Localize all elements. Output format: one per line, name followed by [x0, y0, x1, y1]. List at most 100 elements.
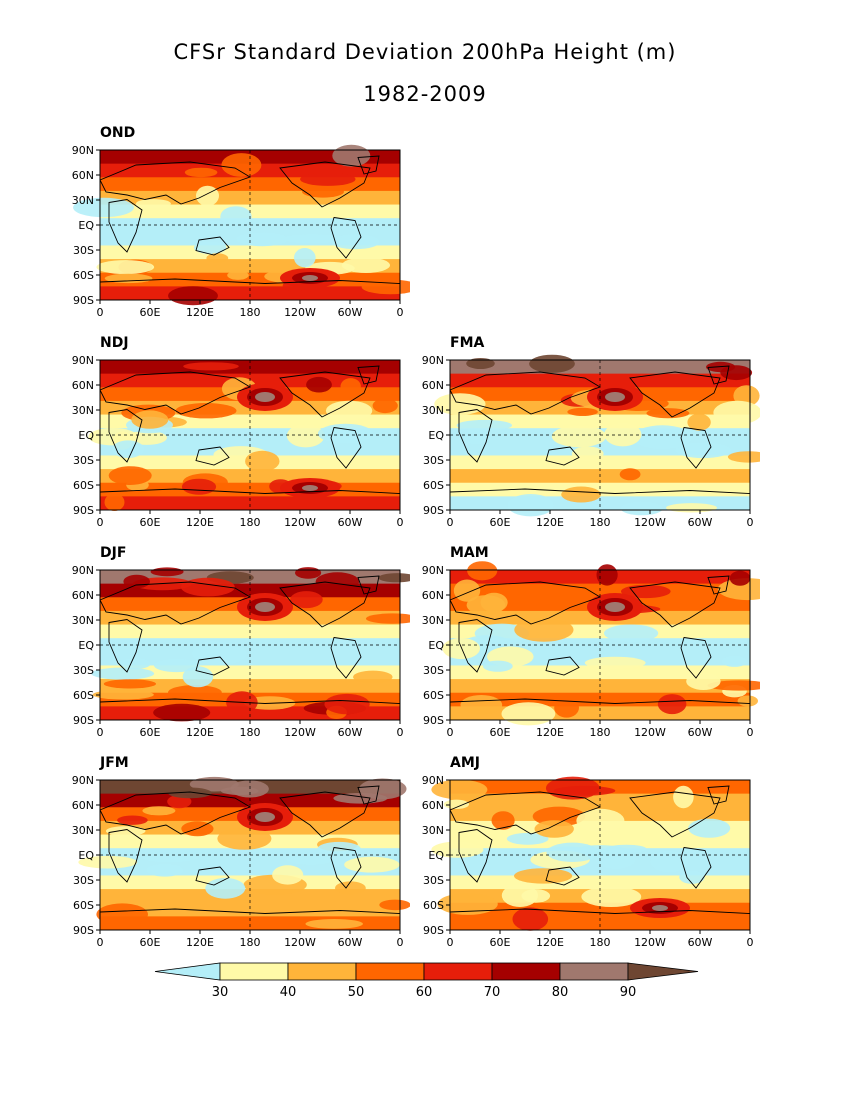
lon-tick-label: 0 — [747, 726, 754, 739]
field-patch — [576, 808, 625, 833]
field-patch — [437, 893, 498, 915]
field-patch — [198, 640, 226, 656]
panel-djf: DJF 90N 60N 30N EQ 30S 60S 90S 0 60E 120E 180 120W 60… — [40, 545, 419, 745]
lat-tick-label: 60S — [423, 689, 444, 702]
coastline — [449, 791, 602, 835]
lon-tick-label: 0 — [447, 726, 454, 739]
field-patch — [117, 815, 148, 825]
field-patch — [96, 260, 155, 275]
lon-tick-label: 0 — [97, 936, 104, 949]
lon-tick-label: 120W — [284, 936, 316, 949]
field-patch — [506, 832, 549, 845]
lat-tick-label: 30N — [72, 614, 94, 627]
coastline — [279, 161, 371, 208]
lat-tick-label: EQ — [78, 849, 94, 862]
field-patch — [688, 818, 731, 838]
lon-tick-label: 60E — [140, 516, 161, 529]
field-patch — [727, 451, 770, 463]
field-patch — [553, 785, 616, 796]
coastline — [99, 791, 252, 835]
lon-tick-label: 0 — [447, 516, 454, 529]
field-patch — [584, 656, 646, 670]
field-patch — [713, 400, 762, 425]
lat-tick-label: 60N — [72, 169, 94, 182]
panel-label: AMJ — [450, 755, 480, 771]
panel-fma: FMA 90N 60N 30N EQ 30S 60S 90S 0 60E 120E 180 120W 60… — [390, 335, 770, 535]
field-patch — [378, 573, 417, 583]
field-patch — [501, 884, 538, 907]
panel-label: NDJ — [100, 335, 129, 351]
lon-tick-label: 120E — [186, 306, 214, 319]
field-patch — [463, 429, 488, 445]
field-patch — [604, 624, 659, 643]
coastline — [458, 409, 493, 463]
legend-arrow-low — [154, 962, 221, 981]
coastline — [458, 619, 493, 673]
panel-ond: OND 90N 60N 30N EQ 30S 60S 90S 0 60E 120E 180 120W 60… — [40, 125, 419, 325]
field-maximum — [652, 905, 668, 911]
legend-tick-label: 50 — [348, 985, 365, 1000]
coastline — [449, 581, 602, 625]
field-patch — [184, 167, 218, 178]
coastline — [195, 446, 230, 466]
lat-tick-label: 90N — [72, 354, 94, 367]
field-patch — [167, 794, 192, 809]
lat-tick-label: 90N — [422, 774, 444, 787]
lon-tick-label: 60E — [140, 306, 161, 319]
field-patch — [372, 398, 398, 414]
lon-tick-label: 180 — [240, 726, 261, 739]
field-patch — [480, 592, 508, 612]
lon-tick-label: 120W — [634, 516, 666, 529]
legend-tick-label: 40 — [280, 985, 297, 1000]
lat-tick-label: 90N — [422, 354, 444, 367]
field-patch — [687, 413, 711, 431]
field-band — [450, 482, 750, 497]
field-patch — [217, 827, 272, 850]
lat-tick-label: 90S — [423, 924, 444, 937]
field-patch — [324, 693, 370, 715]
field-patch — [146, 863, 184, 877]
lon-tick-label: 60W — [688, 936, 713, 949]
legend-tick-label: 90 — [620, 985, 637, 1000]
field-patch — [567, 407, 598, 416]
field-patch — [168, 787, 212, 799]
lat-tick-label: 60S — [73, 479, 94, 492]
lat-tick-label: 30N — [422, 824, 444, 837]
field-patch — [220, 206, 252, 228]
coastline — [108, 199, 143, 253]
field-maximum — [302, 275, 318, 281]
field-patch — [737, 695, 758, 707]
field-patch — [344, 856, 400, 873]
field-patch — [507, 494, 554, 517]
lon-tick-label: 180 — [590, 516, 611, 529]
legend-swatch — [219, 962, 289, 981]
field-patch — [512, 907, 549, 931]
coastline — [680, 636, 712, 679]
lat-tick-label: 60S — [73, 689, 94, 702]
coastline — [330, 636, 362, 679]
panel-mam: MAM 90N 60N 30N EQ 30S 60S 90S 0 60E 120E 180 120W 60… — [390, 545, 777, 745]
legend-arrow-high — [627, 962, 699, 981]
field-patch — [305, 919, 363, 929]
lat-tick-label: 60S — [73, 269, 94, 282]
lon-tick-label: 120W — [634, 936, 666, 949]
legend-swatch — [491, 962, 561, 981]
field-patch — [707, 680, 771, 691]
lat-tick-label: EQ — [428, 849, 444, 862]
field-patch — [353, 670, 393, 684]
legend-tick-label: 80 — [552, 985, 569, 1000]
field-patch — [286, 424, 325, 448]
field-patch — [294, 248, 316, 268]
field-patch — [657, 694, 687, 715]
field-patch — [686, 672, 721, 690]
lon-tick-label: 60W — [688, 516, 713, 529]
lon-tick-label: 120E — [536, 726, 564, 739]
field-patch — [501, 702, 556, 726]
coastline — [99, 581, 252, 625]
field-patch — [131, 410, 169, 429]
lon-tick-label: 0 — [397, 306, 404, 319]
coastline — [458, 829, 493, 883]
coastline — [330, 846, 362, 889]
lon-tick-label: 60E — [490, 516, 511, 529]
